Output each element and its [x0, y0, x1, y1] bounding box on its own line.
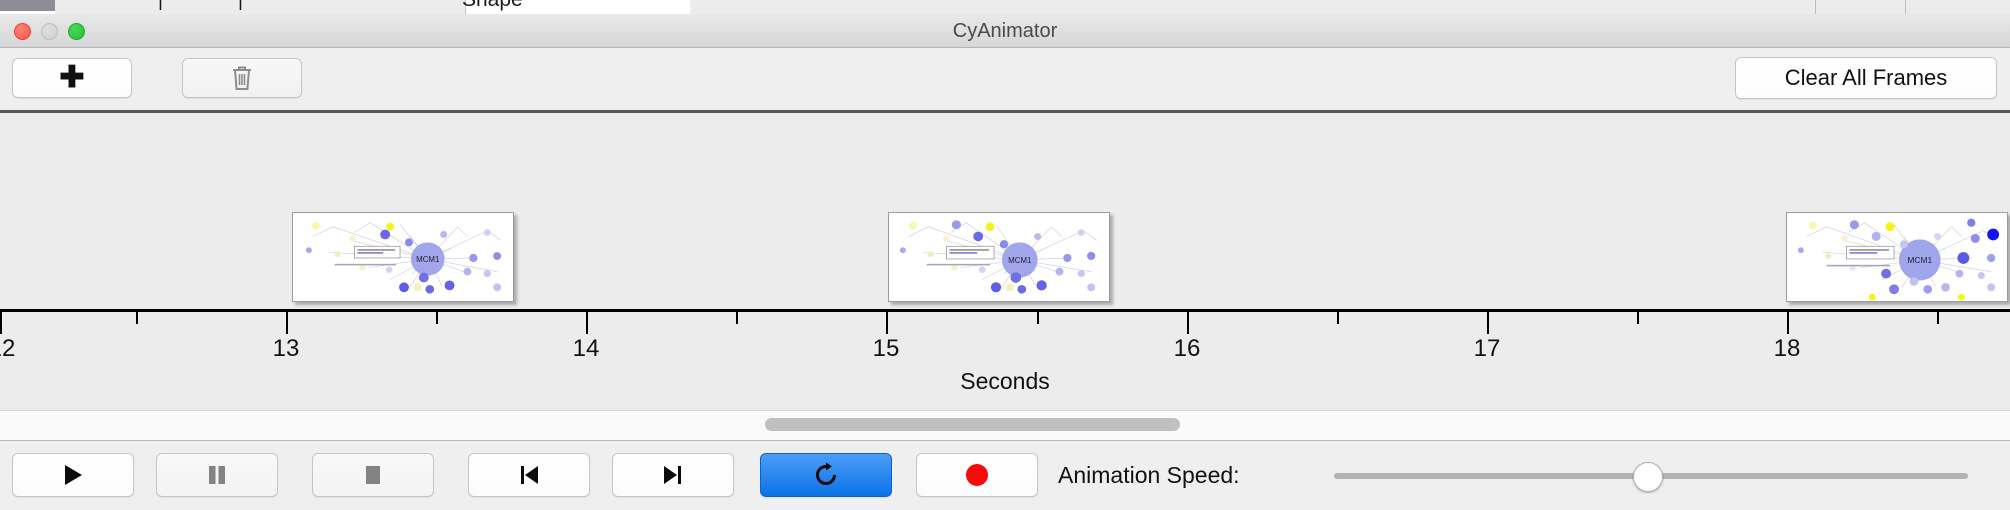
axis-tick-label: 16	[1173, 335, 1201, 362]
bg-tab-c	[405, 0, 466, 14]
axis-tick-minor	[1037, 312, 1039, 324]
timeline-frame-thumbnail[interactable]: MCM1	[1786, 212, 2008, 302]
timeline-panel[interactable]: MCM1	[0, 110, 2010, 410]
stop-button[interactable]	[312, 453, 434, 497]
frame-toolbar: ✚ Clear All Frames	[0, 48, 2010, 110]
pause-icon	[206, 463, 228, 487]
bg-glyph-left: |	[158, 0, 163, 11]
playback-controls-bar: Animation Speed:	[0, 440, 2010, 510]
play-button[interactable]	[12, 453, 134, 497]
bg-glyph-mid: |	[238, 0, 243, 11]
bg-sep-2	[1905, 0, 1906, 14]
network-thumbnail-graphic: MCM1	[1787, 213, 2007, 301]
bg-titlebar-chunk	[0, 0, 55, 11]
plus-icon: ✚	[59, 61, 85, 94]
axis-tick-major	[1787, 312, 1789, 334]
axis-tick-minor	[136, 312, 138, 324]
timeline-axis-line	[0, 309, 2010, 312]
timeline-frame-thumbnail[interactable]: MCM1	[888, 212, 1110, 302]
record-icon	[965, 463, 989, 487]
axis-tick-major	[0, 312, 2, 334]
delete-frame-button[interactable]	[182, 58, 302, 98]
axis-tick-label: 15	[872, 335, 900, 362]
minimize-icon[interactable]	[41, 23, 58, 40]
play-icon	[62, 463, 84, 487]
next-frame-button[interactable]	[612, 453, 734, 497]
frame-node-label: MCM1	[416, 255, 439, 264]
network-thumbnail-graphic: MCM1	[889, 213, 1109, 301]
axis-tick-major	[1187, 312, 1189, 334]
axis-tick-minor	[1937, 312, 1939, 324]
clear-all-frames-label: Clear All Frames	[1784, 65, 1948, 90]
window-traffic-lights	[14, 23, 85, 40]
axis-tick-major	[286, 312, 288, 334]
axis-tick-label: 13	[272, 335, 300, 362]
axis-tick-major	[1487, 312, 1489, 334]
add-frame-button[interactable]: ✚	[12, 58, 132, 98]
pause-button[interactable]	[156, 453, 278, 497]
axis-tick-major	[886, 312, 888, 334]
axis-tick-minor	[436, 312, 438, 324]
skip-forward-icon	[661, 463, 685, 487]
loop-icon	[813, 462, 839, 488]
axis-tick-label: 18	[1773, 335, 1801, 362]
maximize-icon[interactable]	[68, 23, 85, 40]
previous-frame-button[interactable]	[468, 453, 590, 497]
bg-tab-b	[225, 0, 406, 14]
close-icon[interactable]	[14, 23, 31, 40]
bg-tab-a	[55, 0, 226, 14]
clear-all-frames-button[interactable]: Clear All Frames	[1735, 57, 1997, 99]
bg-sep-1	[1815, 0, 1816, 14]
record-button[interactable]	[916, 453, 1038, 497]
loop-button[interactable]	[760, 453, 892, 497]
frame-node-label: MCM1	[1008, 256, 1031, 265]
bg-tab-f	[1170, 0, 1791, 14]
axis-title-seconds: Seconds	[960, 368, 1050, 394]
axis-tick-label: 12	[0, 335, 16, 362]
frame-node-label: MCM1	[1907, 255, 1932, 265]
axis-tick-label: 14	[572, 335, 600, 362]
animation-speed-label: Animation Speed:	[1058, 462, 1240, 488]
window-title: CyAnimator	[952, 20, 1058, 42]
animation-speed-slider-thumb[interactable]	[1633, 462, 1663, 492]
bg-tab-e	[940, 0, 1171, 14]
window-titlebar: CyAnimator	[0, 14, 2010, 48]
axis-tick-label: 17	[1473, 335, 1501, 362]
bg-shape-label: Shape	[462, 0, 523, 10]
background-window-strip: | | Shape	[0, 0, 2010, 14]
scrollbar-thumb[interactable]	[765, 418, 1180, 431]
bg-tab-d	[690, 0, 941, 14]
skip-back-icon	[517, 463, 541, 487]
axis-tick-minor	[736, 312, 738, 324]
stop-icon	[362, 463, 384, 487]
timeline-scrollbar[interactable]	[0, 410, 2010, 440]
axis-tick-minor	[1637, 312, 1639, 324]
axis-tick-minor	[1337, 312, 1339, 324]
trash-icon	[230, 64, 254, 92]
bg-tab-g	[1790, 0, 2010, 14]
axis-tick-major	[586, 312, 588, 334]
timeline-frame-thumbnail[interactable]: MCM1	[292, 212, 514, 302]
network-thumbnail-graphic: MCM1	[293, 213, 513, 301]
